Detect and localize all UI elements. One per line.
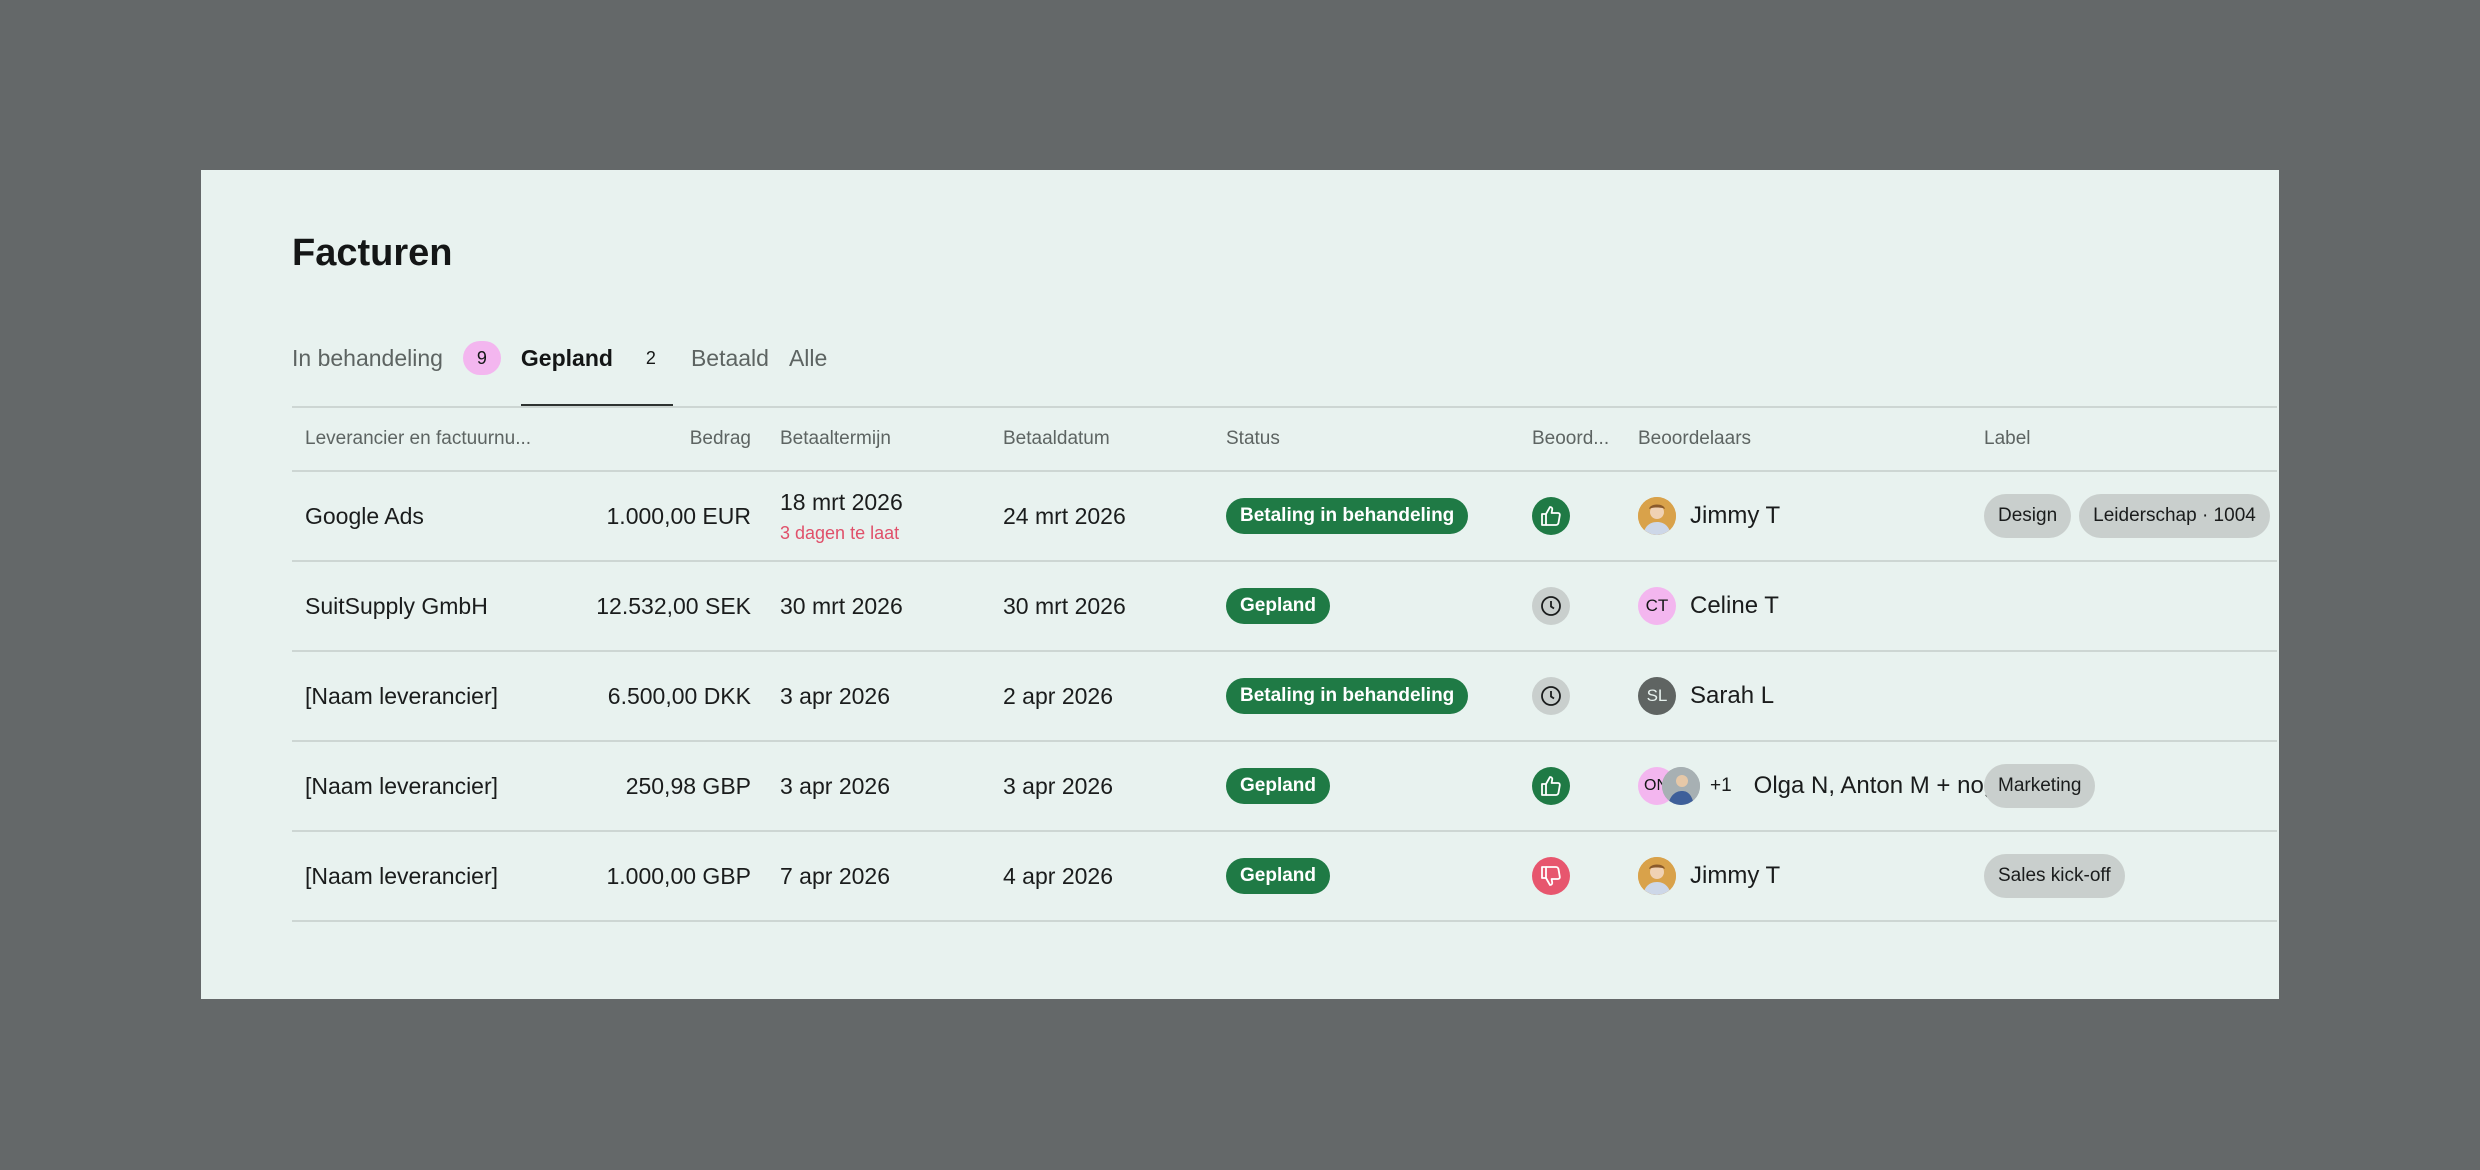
table-row[interactable]: [Naam leverancier] 1.000,00 GBP 7 apr 20… bbox=[292, 832, 2277, 922]
amount: 250,98 GBP bbox=[625, 772, 751, 799]
clock-icon bbox=[1532, 587, 1570, 625]
invoices-table: Leverancier en factuurnu... Bedrag Betaa… bbox=[292, 406, 2277, 922]
tab-label: Betaald bbox=[690, 344, 769, 371]
reviewer-name: Jimmy T bbox=[1690, 502, 1781, 529]
reviewer-name: Celine T bbox=[1690, 592, 1779, 619]
tab-label: Alle bbox=[788, 344, 828, 371]
status-badge: Gepland bbox=[1226, 858, 1331, 894]
column-header-date[interactable]: Betaaldatum bbox=[1003, 428, 1110, 449]
payment-date: 30 mrt 2026 bbox=[1003, 592, 1126, 619]
reviewer-name: Olga N, Anton M + nog bbox=[1753, 772, 1998, 799]
vendor-name: [Naam leverancier] bbox=[305, 862, 499, 889]
table-row[interactable]: Google Ads 1.000,00 EUR 18 mrt 2026 3 da… bbox=[292, 472, 2277, 562]
page-title: Facturen bbox=[292, 232, 453, 274]
thumbs-up-icon bbox=[1532, 767, 1570, 805]
amount: 1.000,00 EUR bbox=[606, 502, 751, 529]
status-badge: Betaling in behandeling bbox=[1226, 678, 1469, 714]
column-header-amount[interactable]: Bedrag bbox=[689, 428, 751, 449]
clock-icon bbox=[1532, 677, 1570, 715]
reviewer-extra-count: +1 bbox=[1710, 775, 1732, 796]
payment-term: 3 apr 2026 bbox=[780, 682, 890, 709]
amount: 6.500,00 DKK bbox=[607, 682, 751, 709]
payment-date: 3 apr 2026 bbox=[1003, 772, 1113, 799]
reviewer-name: Sarah L bbox=[1690, 682, 1775, 709]
column-header-label[interactable]: Label bbox=[1984, 428, 2031, 449]
thumbs-up-icon bbox=[1532, 497, 1570, 535]
label-tag[interactable]: Marketing bbox=[1984, 764, 2096, 808]
tab-gepland[interactable]: Gepland 2 bbox=[520, 338, 673, 407]
label-tag[interactable]: Design bbox=[1984, 494, 2072, 538]
invoices-panel: Facturen In behandeling 9 Gepland 2 Beta… bbox=[201, 170, 2279, 999]
table-header: Leverancier en factuurnu... Bedrag Betaa… bbox=[292, 406, 2277, 472]
avatar bbox=[1638, 857, 1676, 895]
avatar bbox=[1662, 767, 1700, 805]
avatar: CT bbox=[1638, 587, 1676, 625]
table-row[interactable]: SuitSupply GmbH 12.532,00 SEK 30 mrt 202… bbox=[292, 562, 2277, 652]
payment-date: 24 mrt 2026 bbox=[1003, 502, 1126, 529]
tab-label: Gepland bbox=[520, 344, 613, 371]
payment-term: 30 mrt 2026 bbox=[780, 592, 903, 619]
avatar: SL bbox=[1638, 677, 1676, 715]
vendor-name: Google Ads bbox=[305, 502, 424, 529]
tab-alle[interactable]: Alle bbox=[789, 338, 827, 378]
payment-term: 18 mrt 2026 bbox=[780, 488, 903, 515]
tab-label: In behandeling bbox=[292, 344, 443, 371]
payment-term: 7 apr 2026 bbox=[780, 862, 890, 889]
column-header-review[interactable]: Beoord... bbox=[1532, 428, 1610, 449]
status-badge: Gepland bbox=[1226, 768, 1331, 804]
payment-term: 3 apr 2026 bbox=[780, 772, 890, 799]
table-row[interactable]: [Naam leverancier] 6.500,00 DKK 3 apr 20… bbox=[292, 652, 2277, 742]
reviewer-name: Jimmy T bbox=[1690, 862, 1781, 889]
tab-count-badge: 9 bbox=[462, 341, 501, 375]
tab-betaald[interactable]: Betaald bbox=[691, 338, 769, 378]
column-header-term[interactable]: Betaaltermijn bbox=[780, 428, 891, 449]
amount: 1.000,00 GBP bbox=[606, 862, 752, 889]
vendor-name: [Naam leverancier] bbox=[305, 772, 499, 799]
status-badge: Gepland bbox=[1226, 588, 1331, 624]
payment-date: 4 apr 2026 bbox=[1003, 862, 1113, 889]
label-tag[interactable]: Sales kick-off bbox=[1984, 854, 2125, 898]
column-header-reviewers[interactable]: Beoordelaars bbox=[1638, 428, 1752, 449]
tab-count-badge: 2 bbox=[645, 347, 656, 368]
vendor-name: SuitSupply GmbH bbox=[305, 592, 488, 619]
overdue-text: 3 dagen te laat bbox=[780, 522, 900, 543]
tab-in-behandeling[interactable]: In behandeling 9 bbox=[292, 338, 501, 378]
tab-bar: In behandeling 9 Gepland 2 Betaald Alle bbox=[292, 338, 847, 407]
column-header-vendor[interactable]: Leverancier en factuurnu... bbox=[305, 428, 532, 449]
table-row[interactable]: [Naam leverancier] 250,98 GBP 3 apr 2026… bbox=[292, 742, 2277, 832]
amount: 12.532,00 SEK bbox=[596, 592, 751, 619]
column-header-status[interactable]: Status bbox=[1226, 428, 1280, 449]
status-badge: Betaling in behandeling bbox=[1226, 498, 1469, 534]
avatar bbox=[1638, 497, 1676, 535]
thumbs-down-icon bbox=[1532, 857, 1570, 895]
label-tag[interactable]: Leiderschap · 1004 bbox=[2079, 494, 2270, 538]
payment-date: 2 apr 2026 bbox=[1003, 682, 1113, 709]
vendor-name: [Naam leverancier] bbox=[305, 682, 499, 709]
